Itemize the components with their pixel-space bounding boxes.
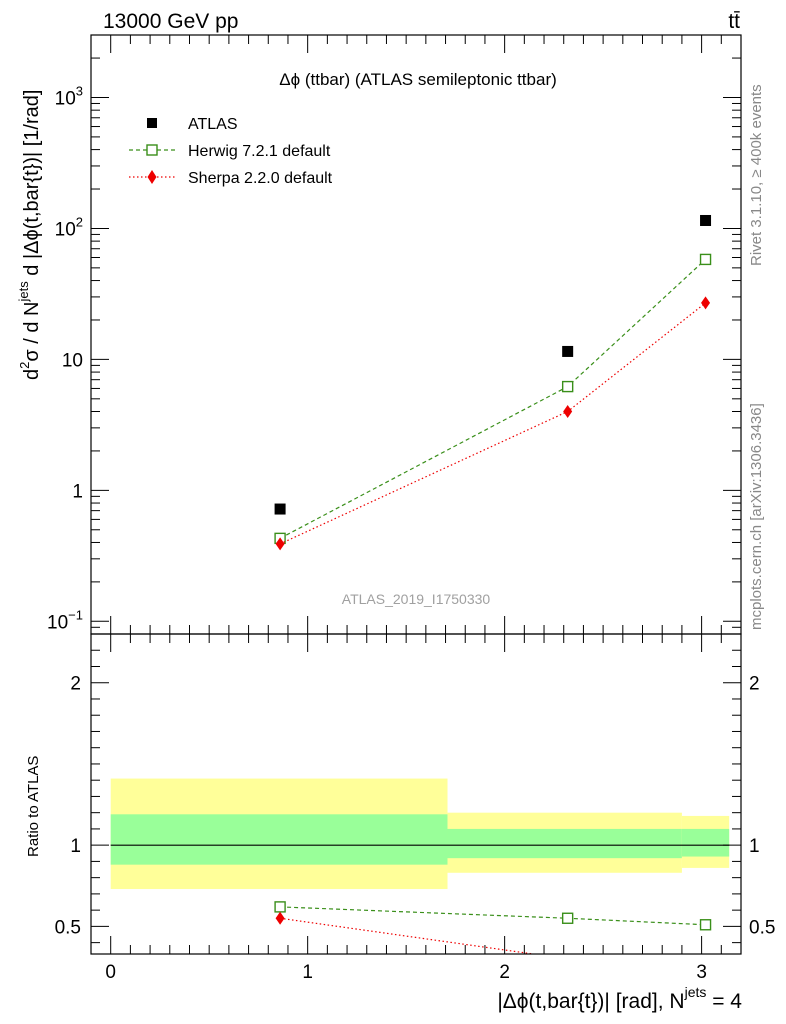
legend-label-atlas: ATLAS [188,116,238,133]
ratio-herwig-point [274,901,286,913]
ratio-y-axis: 0.5 0.5 1 1 2 2 [55,649,775,944]
main-atlas-point [700,214,712,226]
legend-label-sherpa: Sherpa 2.2.0 default [188,170,333,187]
ratio-y-axis-label: Ratio to ATLAS [25,756,42,857]
main-herwig-line [279,258,706,539]
ratio-herwig-point [699,919,712,931]
ratio-frame [90,633,742,955]
legend-marker-sherpa [147,170,157,184]
ratio-y-tick-label: 2 [70,674,81,695]
main-herwig-point [561,380,574,393]
legend-marker-atlas [147,118,157,128]
inner-uncertainty-band [110,814,448,865]
legend: ATLAS Herwig 7.2.1 default Sherpa 2.2.0 … [129,116,333,187]
ratio-y-tick-label: 1 [70,836,81,857]
mcplots-label: mcplots.cern.ch [arXiv:1306.3436] [748,403,765,630]
ratio-panel: 0.5 0.5 1 1 2 2 0 1 2 3 Ratio to ATLAS |Δϕ(t,bar… [25,633,775,1013]
ratio-herwig-line [280,906,706,926]
main-atlas-point [562,345,574,357]
ratio-y-tick-label-right: 2 [749,674,760,695]
legend-item-herwig: Herwig 7.2.1 default [129,143,331,160]
main-x-ticks [110,35,742,634]
ratio-x-axis-label: |Δϕ(t,bar{t})| [rad], Njets = 4 [497,984,742,1013]
main-sherpa-point [563,405,573,419]
inner-uncertainty-band [447,828,682,859]
ratio-y-tick-label-right: 0.5 [749,917,775,938]
x-tick-label: 0 [105,962,116,983]
main-y-tick-label: 1 [72,481,83,502]
main-plot-area [274,214,712,551]
main-sherpa-line [279,302,706,545]
main-sherpa-point [701,296,711,310]
main-title: Δϕ (ttbar) (ATLAS semileptonic ttbar) [279,70,557,89]
main-y-axis: 10−1 1 10 102 103 [47,34,741,635]
watermark: ATLAS_2019_I1750330 [342,591,491,607]
ratio-y-tick-label-right: 1 [749,836,760,857]
main-y-tick-label: 10−1 [47,607,83,633]
ratio-uncertainty-bands [110,778,730,890]
legend-label-herwig: Herwig 7.2.1 default [188,143,331,160]
legend-item-atlas: ATLAS [147,116,238,133]
main-sherpa-point [275,537,285,551]
ratio-herwig-point [561,912,574,924]
ratio-sherpa-point [275,911,285,925]
ratio-sherpa-line [280,917,538,954]
inner-uncertainty-band [681,828,730,857]
main-y-tick-label: 10 [62,350,83,371]
main-panel: 10−1 1 10 102 103 Δϕ (ttbar) (ATLAS semilept… [16,34,742,635]
main-y-axis-label: d2σ / d Njets d |Δϕ(t,bar{t})| [1/rad] [16,90,43,380]
energy-label: 13000 GeV pp [103,10,238,33]
x-tick-label: 1 [302,962,313,983]
x-tick-label: 3 [696,962,707,983]
ratio-x-axis: 0 1 2 3 [105,634,742,983]
x-tick-label: 2 [499,962,510,983]
ratio-y-tick-label: 0.5 [55,917,81,938]
legend-item-sherpa: Sherpa 2.2.0 default [129,170,333,187]
process-label: tt̄ [728,10,740,33]
legend-marker-herwig [146,144,158,156]
rivet-label: Rivet 3.1.10, ≥ 400k events [748,84,765,266]
main-y-tick-label: 103 [55,83,83,109]
ratio-plot-area [274,901,712,954]
main-y-tick-label: 102 [55,214,83,240]
main-herwig-point [699,253,712,266]
main-atlas-point [274,503,286,515]
